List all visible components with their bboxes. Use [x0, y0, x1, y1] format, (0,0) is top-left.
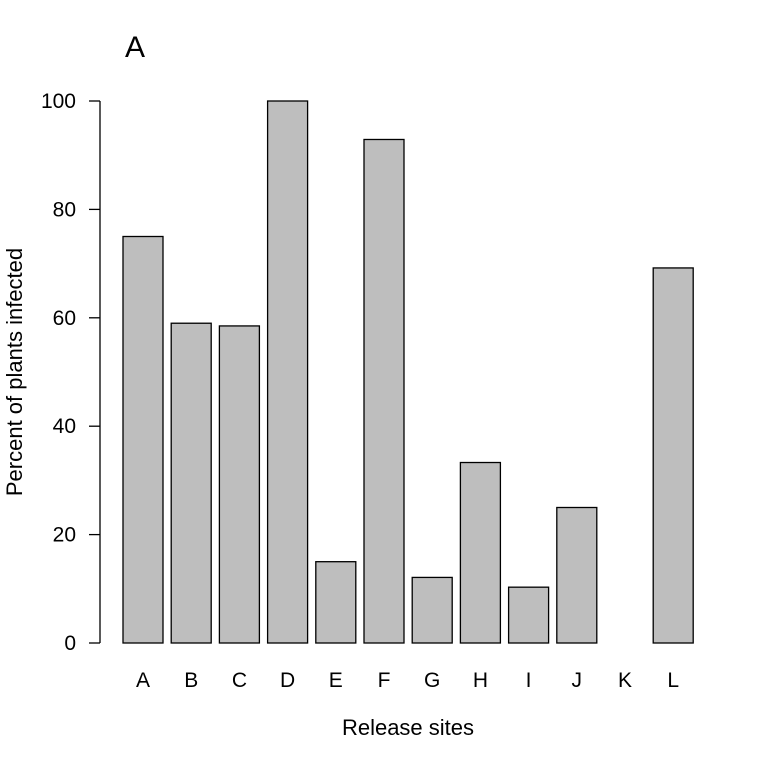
bar-l: [652, 267, 694, 644]
y-tick-label: 80: [53, 198, 76, 221]
panel-label: A: [125, 31, 145, 64]
bar-c: [218, 325, 261, 644]
x-axis-title: Release sites: [342, 715, 474, 740]
y-tick-label: 0: [64, 632, 76, 655]
y-axis-title: Percent of plants infected: [2, 248, 27, 496]
bar-i: [507, 586, 550, 644]
bar-b: [170, 322, 212, 644]
bar-a: [122, 235, 164, 644]
x-tick-label-b: B: [184, 669, 198, 692]
x-tick-label-d: D: [280, 669, 295, 692]
bar-g: [411, 576, 453, 644]
bar-f: [363, 138, 405, 644]
x-tick-label-e: E: [329, 669, 343, 692]
bar-d: [266, 100, 309, 644]
bar-h: [459, 461, 502, 644]
bar-j: [556, 506, 598, 644]
y-axis: 0 20 40 60 80 100: [41, 90, 101, 655]
x-tick-label-c: C: [232, 669, 247, 692]
bars: [122, 100, 694, 644]
y-tick-label: 100: [41, 90, 76, 113]
bar-e: [315, 561, 357, 644]
x-tick-label-f: F: [378, 669, 391, 692]
y-tick-label: 60: [53, 307, 76, 330]
x-tick-label-g: G: [424, 669, 440, 692]
x-tick-label-a: A: [136, 669, 150, 692]
x-tick-label-k: K: [618, 669, 632, 692]
y-tick-label: 40: [53, 415, 76, 438]
x-axis-labels: A B C D E F G H I J K L: [136, 669, 679, 692]
x-tick-label-i: I: [526, 669, 532, 692]
x-tick-label-j: J: [572, 669, 583, 692]
x-tick-label-h: H: [473, 669, 488, 692]
y-tick-label: 20: [53, 524, 76, 547]
x-tick-label-l: L: [667, 669, 679, 692]
